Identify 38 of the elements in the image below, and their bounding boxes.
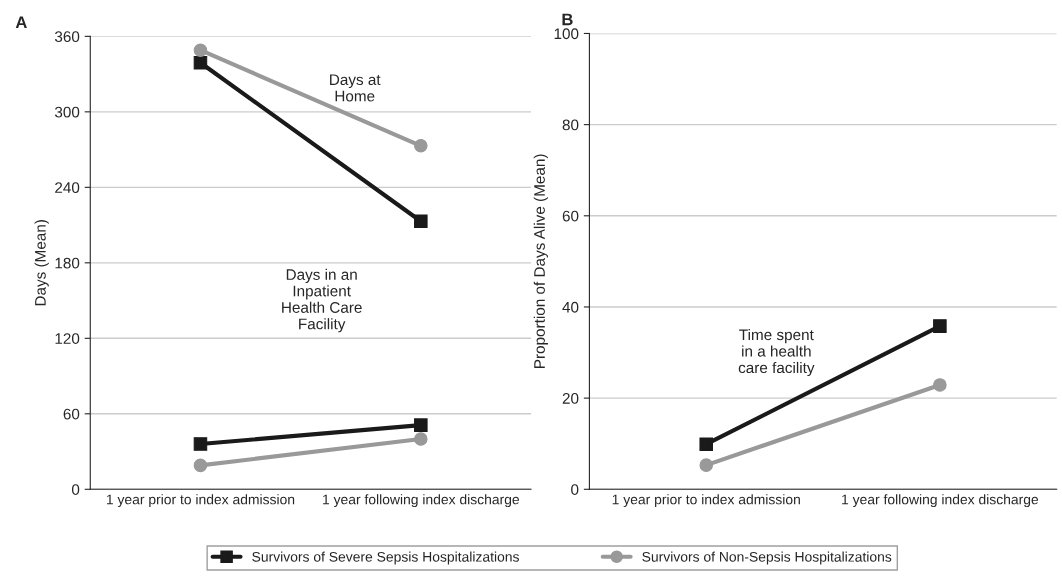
chart-title: A — [15, 16, 27, 29]
x-tick-label: 1 year following index discharge — [842, 494, 1039, 508]
point — [414, 432, 428, 446]
y-tick-label: 80 — [562, 119, 579, 131]
point — [414, 139, 428, 153]
y-tick-label: 20 — [562, 393, 579, 404]
annotation: Days at Home — [330, 74, 381, 102]
point — [699, 458, 713, 472]
y-tick-label: 120 — [55, 333, 80, 344]
point — [699, 437, 713, 451]
point — [193, 56, 208, 70]
point — [414, 418, 428, 432]
annotation: Days in an Inpatient Health Care Facility — [282, 268, 362, 333]
y-tick-label: 100 — [554, 28, 579, 40]
y-tick-label: 180 — [55, 257, 80, 269]
y-tick-label: 300 — [54, 106, 80, 118]
x-tick-label: 1 year following index discharge — [323, 494, 520, 508]
y-tick-label: 0 — [571, 484, 579, 495]
legend-label: Survivors of Severe Sepsis Hospitalizations — [252, 551, 519, 565]
y-tick-label: 40 — [562, 301, 579, 313]
annotation: Time spent in a health care facility — [738, 328, 815, 377]
point — [193, 458, 208, 473]
y-tick-label: 60 — [63, 408, 80, 420]
point — [414, 214, 428, 229]
y-tick-label: 240 — [55, 182, 80, 194]
y-tick-label: 60 — [562, 210, 579, 222]
point — [193, 437, 208, 451]
point — [933, 378, 947, 392]
x-tick-label: 1 year prior to index admission — [612, 494, 800, 508]
chart-title: B — [562, 13, 573, 26]
point — [933, 319, 947, 333]
x-tick-label: 1 year prior to index admission — [106, 494, 295, 508]
y-tick-label: 360 — [54, 31, 80, 43]
legend-label: Survivors of Non-Sepsis Hospitalizations — [642, 551, 892, 565]
y-axis-title: Days (Mean) — [34, 220, 49, 306]
y-axis-title: Proportion of Days Alive (Mean) — [533, 154, 548, 368]
y-tick-label: 0 — [71, 484, 80, 495]
point — [193, 43, 208, 57]
